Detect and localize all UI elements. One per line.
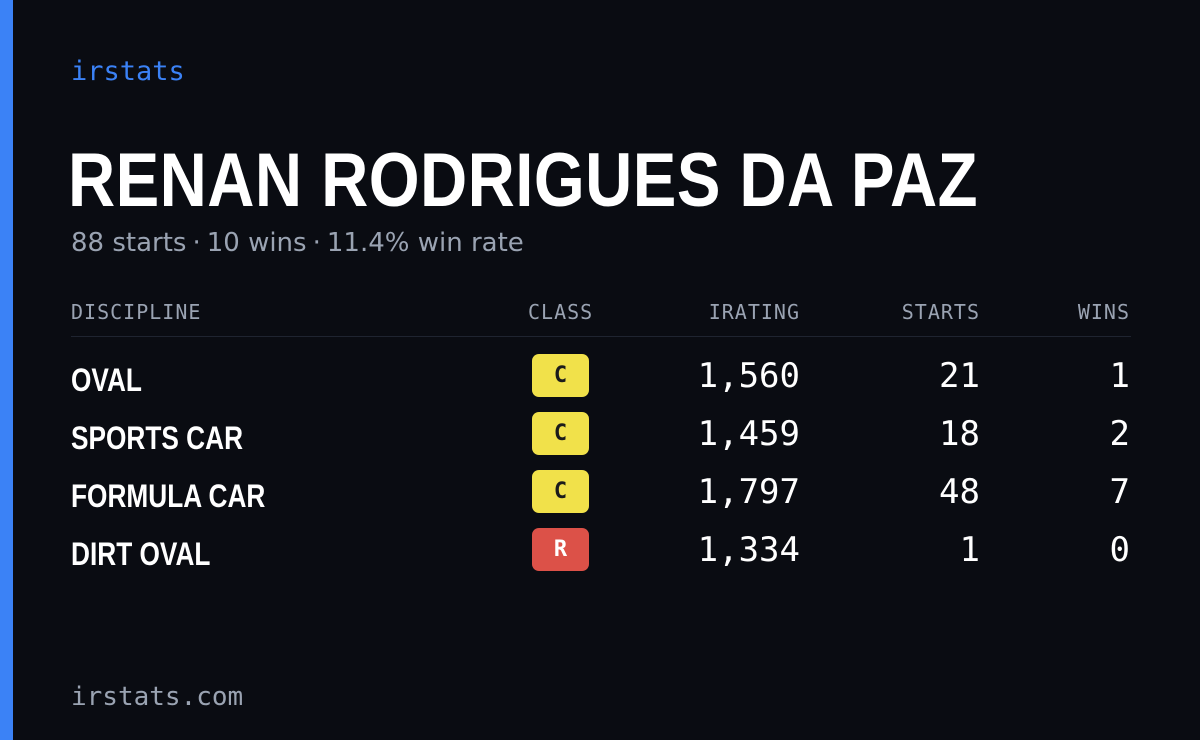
license-class-badge: R [532, 528, 589, 571]
driver-summary: 88 starts · 10 wins · 11.4% win rate [71, 228, 524, 258]
discipline-table: DISCIPLINE CLASS IRATING STARTS WINS OVA… [71, 298, 1131, 572]
header-irating: IRATING [708, 300, 800, 324]
footer-url[interactable]: irstats.com [71, 682, 244, 712]
wins-value: 1 [1109, 356, 1130, 396]
wins-value: 0 [1109, 530, 1130, 570]
starts-value: 1 [959, 530, 980, 570]
wins-value: 7 [1109, 472, 1130, 512]
summary-separator: · [312, 228, 321, 258]
license-class-badge: C [532, 470, 589, 513]
table-row: OVAL C 1,560 21 1 [71, 352, 1131, 410]
starts-value: 18 [939, 414, 980, 454]
irating-value: 1,560 [697, 356, 800, 396]
table-row: FORMULA CAR C 1,797 48 7 [71, 468, 1131, 526]
table-body: OVAL C 1,560 21 1 SPORTS CAR C 1,459 18 … [71, 352, 1131, 584]
driver-name: RENAN RODRIGUES DA PAZ [68, 138, 979, 223]
summary-separator: · [192, 228, 201, 258]
accent-bar [0, 0, 13, 740]
header-wins: WINS [1077, 300, 1130, 324]
header-starts: STARTS [901, 300, 980, 324]
irating-value: 1,797 [697, 472, 800, 512]
table-header: DISCIPLINE CLASS IRATING STARTS WINS [71, 298, 1131, 337]
header-discipline: DISCIPLINE [71, 300, 202, 324]
license-class-badge: C [532, 412, 589, 455]
header-class: CLASS [528, 300, 594, 324]
brand-logo-text: irstats [71, 56, 185, 87]
starts-value: 48 [939, 472, 980, 512]
table-row: SPORTS CAR C 1,459 18 2 [71, 410, 1131, 468]
irating-value: 1,459 [697, 414, 800, 454]
starts-value: 21 [939, 356, 980, 396]
table-row: DIRT OVAL R 1,334 1 0 [71, 526, 1131, 584]
summary-wins: 10 wins [206, 228, 307, 258]
irating-value: 1,334 [697, 530, 800, 570]
discipline-name: FORMULA CAR [71, 478, 266, 514]
summary-win-rate: 11.4% win rate [326, 228, 524, 258]
summary-starts: 88 starts [71, 228, 187, 258]
license-class-badge: C [532, 354, 589, 397]
discipline-name: SPORTS CAR [71, 420, 244, 456]
wins-value: 2 [1109, 414, 1130, 454]
discipline-name: OVAL [71, 362, 142, 398]
discipline-name: DIRT OVAL [71, 536, 211, 572]
